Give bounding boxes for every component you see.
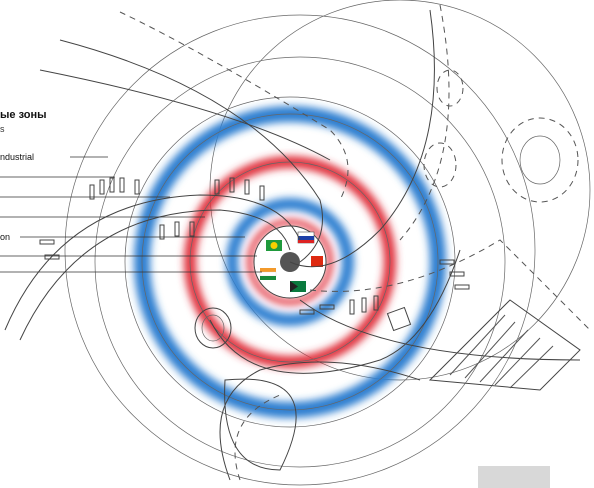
road [400,5,449,240]
flag [260,276,276,280]
legend-title: ые зоны [0,109,47,121]
legend-item: ndustrial [0,152,34,162]
plan-diagram: ые зоны s ndustrial on [0,0,594,488]
building [387,307,410,330]
legend-item: on [0,232,10,242]
flag [260,272,276,276]
building [430,300,580,390]
outer-circle [210,0,590,380]
legend-subtitle: s [0,124,5,134]
pavilion [437,70,463,106]
pavilion [502,118,578,202]
flag [260,268,276,272]
page: {"legend": {"title": "ые зоны", "subtitl… [0,0,594,488]
flag [298,240,314,243]
building-stripes [450,315,553,388]
pavilion [520,136,560,184]
thumbnail [478,466,550,488]
flag [298,236,314,240]
leader-lines [0,157,262,272]
pavilion [424,143,456,187]
flag [311,256,323,267]
flag [271,242,278,249]
road [120,12,348,200]
